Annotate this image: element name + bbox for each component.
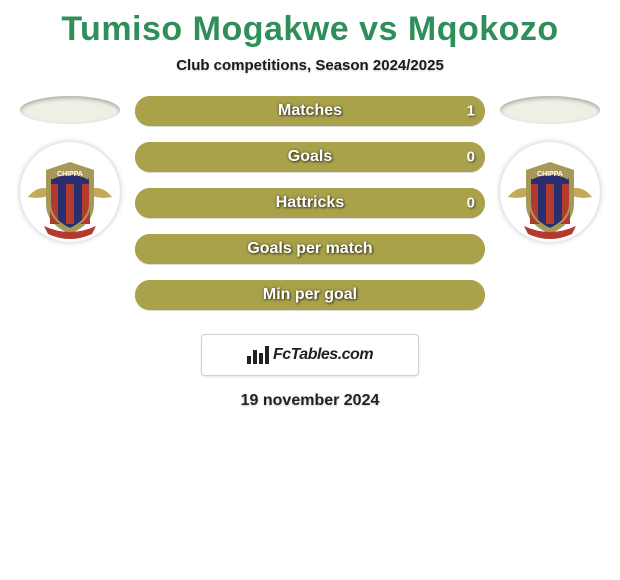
stat-label: Hattricks	[135, 194, 485, 212]
stat-value-right: 1	[467, 103, 475, 120]
svg-text:CHIPPA: CHIPPA	[537, 171, 563, 178]
svg-text:CHIPPA: CHIPPA	[57, 171, 83, 178]
stat-bar: Goals per match	[135, 234, 485, 264]
right-club-crest: CHIPPA	[500, 142, 600, 242]
stat-bar: Goals0	[135, 142, 485, 172]
barchart-icon	[247, 346, 269, 364]
right-player-column: CHIPPA	[495, 96, 605, 242]
stat-bar: Hattricks0	[135, 188, 485, 218]
crest-icon: CHIPPA	[20, 142, 120, 242]
stat-bar: Matches1	[135, 96, 485, 126]
left-club-crest: CHIPPA	[20, 142, 120, 242]
stat-label: Goals per match	[135, 240, 485, 258]
stat-label: Goals	[135, 148, 485, 166]
left-player-column: CHIPPA	[15, 96, 125, 242]
right-player-portrait	[500, 96, 600, 124]
crest-icon: CHIPPA	[500, 142, 600, 242]
content-row: CHIPPA Matches1Goals0Hattricks0Goals per…	[0, 96, 620, 326]
stat-value-right: 0	[467, 195, 475, 212]
brand-text: FcTables.com	[273, 346, 373, 364]
page-title: Tumiso Mogakwe vs Mqokozo	[0, 10, 620, 49]
page-subtitle: Club competitions, Season 2024/2025	[0, 57, 620, 74]
left-player-portrait	[20, 96, 120, 124]
stat-label: Matches	[135, 102, 485, 120]
brand-badge: FcTables.com	[201, 334, 419, 376]
stat-bars: Matches1Goals0Hattricks0Goals per matchM…	[135, 96, 485, 326]
date-text: 19 november 2024	[0, 392, 620, 410]
comparison-infographic: Tumiso Mogakwe vs Mqokozo Club competiti…	[0, 0, 620, 580]
stat-value-right: 0	[467, 149, 475, 166]
stat-label: Min per goal	[135, 286, 485, 304]
stat-bar: Min per goal	[135, 280, 485, 310]
